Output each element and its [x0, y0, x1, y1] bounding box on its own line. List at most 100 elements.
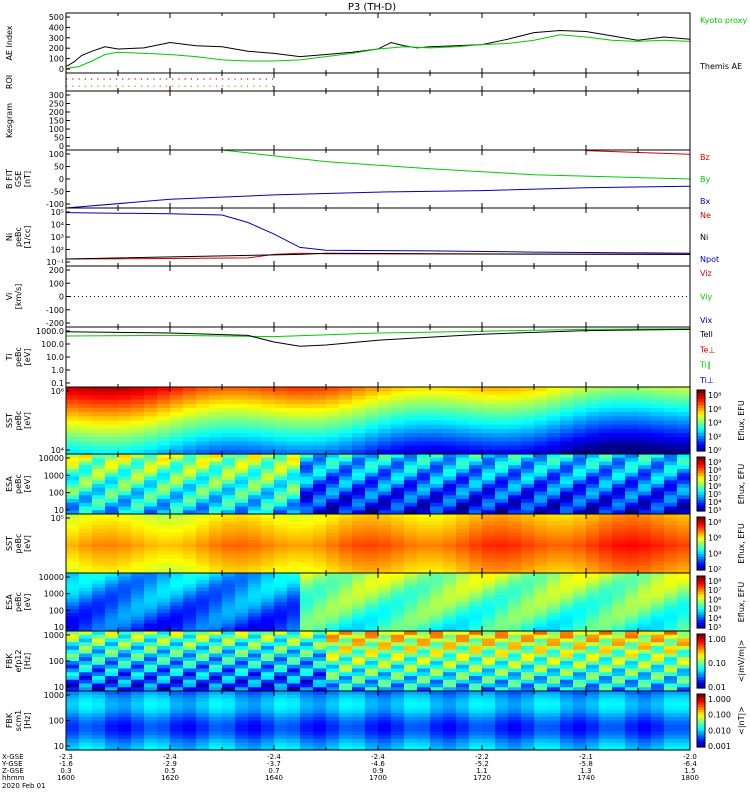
heatmap-cell	[664, 702, 678, 707]
heatmap-cell	[339, 609, 353, 614]
heatmap-cell	[482, 713, 496, 718]
heatmap-cell	[417, 694, 431, 699]
heatmap-cell	[625, 502, 639, 508]
heatmap-cell	[326, 616, 340, 621]
heatmap-cell	[651, 727, 665, 733]
heatmap-cell	[664, 502, 678, 508]
heatmap-cell	[625, 525, 639, 530]
heatmap-cell	[365, 437, 379, 443]
footer-value: 1600	[57, 774, 75, 782]
heatmap-cell	[183, 480, 197, 485]
heatmap-cell	[313, 569, 327, 574]
heatmap-cell	[92, 679, 106, 685]
heatmap-cell	[599, 573, 613, 578]
roi-mark	[197, 78, 199, 80]
heatmap-cell	[560, 727, 574, 733]
heatmap-cell	[404, 676, 418, 681]
heatmap-cell	[586, 602, 600, 607]
heatmap-cell	[287, 437, 301, 443]
heatmap-cell	[495, 449, 509, 455]
heatmap-cell	[677, 469, 691, 474]
heatmap-cell	[131, 580, 145, 585]
heatmap-cell	[274, 528, 288, 534]
heatmap-cell	[469, 437, 483, 443]
heatmap-cell	[586, 591, 600, 596]
heatmap-cell	[664, 627, 678, 632]
heatmap-cell	[274, 573, 288, 578]
heatmap-cell	[261, 472, 275, 478]
heatmap-cell	[573, 506, 587, 511]
heatmap-cell	[664, 517, 678, 522]
heatmap-cell	[443, 609, 457, 614]
heatmap-cell	[196, 514, 210, 519]
heatmap-cell	[66, 420, 80, 426]
heatmap-cell	[677, 484, 691, 489]
heatmap-cell	[573, 510, 587, 515]
heatmap-cell	[66, 395, 80, 401]
heatmap-cell	[313, 461, 327, 466]
heatmap-cell	[222, 532, 236, 537]
heatmap-cell	[66, 543, 80, 548]
heatmap-cell	[79, 407, 93, 413]
heatmap-cell	[339, 472, 353, 478]
heatmap-cell	[391, 627, 405, 632]
heatmap-cell	[326, 569, 340, 574]
heatmap-cell	[222, 616, 236, 621]
colorbar-swatch	[697, 402, 705, 406]
heatmap-cell	[261, 407, 275, 413]
heatmap-cell	[313, 623, 327, 628]
roi-mark	[128, 78, 130, 80]
heatmap-cell	[599, 653, 613, 658]
heatmap-cell	[248, 661, 262, 666]
heatmap-cell	[391, 605, 405, 610]
heatmap-cell	[92, 631, 106, 636]
heatmap-cell	[365, 638, 379, 643]
heatmap-cell	[547, 472, 561, 478]
heatmap-cell	[66, 587, 80, 592]
heatmap-cell	[651, 465, 665, 470]
heatmap-cell	[235, 543, 249, 548]
colorbar-swatch	[697, 405, 705, 409]
heatmap-cell	[404, 441, 418, 447]
heatmap-cell	[404, 598, 418, 603]
heatmap-cell	[677, 395, 691, 401]
heatmap-cell	[170, 514, 184, 519]
heatmap-cell	[625, 583, 639, 589]
heatmap-cell	[222, 691, 236, 696]
heatmap-cell	[534, 631, 548, 636]
heatmap-cell	[469, 709, 483, 714]
heatmap-cell	[92, 583, 106, 589]
heatmap-cell	[339, 484, 353, 489]
heatmap-cell	[157, 554, 171, 559]
heatmap-cell	[521, 676, 535, 681]
heatmap-cell	[430, 543, 444, 548]
heatmap-cell	[378, 449, 392, 455]
heatmap-cell	[92, 709, 106, 714]
heatmap-cell	[222, 454, 236, 459]
heatmap-cell	[209, 424, 223, 430]
heatmap-cell	[352, 550, 366, 556]
heatmap-cell	[560, 433, 574, 438]
heatmap-cell	[261, 649, 275, 655]
heatmap-cell	[287, 746, 301, 751]
colorbar-swatch	[697, 475, 705, 480]
heatmap-cell	[183, 565, 197, 570]
heatmap-cell	[482, 469, 496, 474]
heatmap-cell	[66, 445, 80, 451]
heatmap-cell	[677, 709, 691, 714]
heatmap-cell	[677, 683, 691, 688]
heatmap-cell	[170, 576, 184, 581]
heatmap-cell	[586, 694, 600, 699]
heatmap-cell	[222, 480, 236, 485]
legend-entry: By	[700, 175, 710, 184]
heatmap-cell	[599, 428, 613, 434]
heatmap-cell	[365, 731, 379, 736]
heatmap-cell	[157, 395, 171, 401]
heatmap-cell	[404, 565, 418, 570]
heatmap-cell	[638, 598, 652, 603]
heatmap-cell	[443, 731, 457, 736]
heatmap-cell	[66, 407, 80, 413]
heatmap-cell	[586, 702, 600, 707]
heatmap-cell	[222, 525, 236, 530]
